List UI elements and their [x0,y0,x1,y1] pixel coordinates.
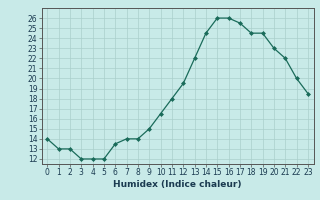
X-axis label: Humidex (Indice chaleur): Humidex (Indice chaleur) [113,180,242,189]
